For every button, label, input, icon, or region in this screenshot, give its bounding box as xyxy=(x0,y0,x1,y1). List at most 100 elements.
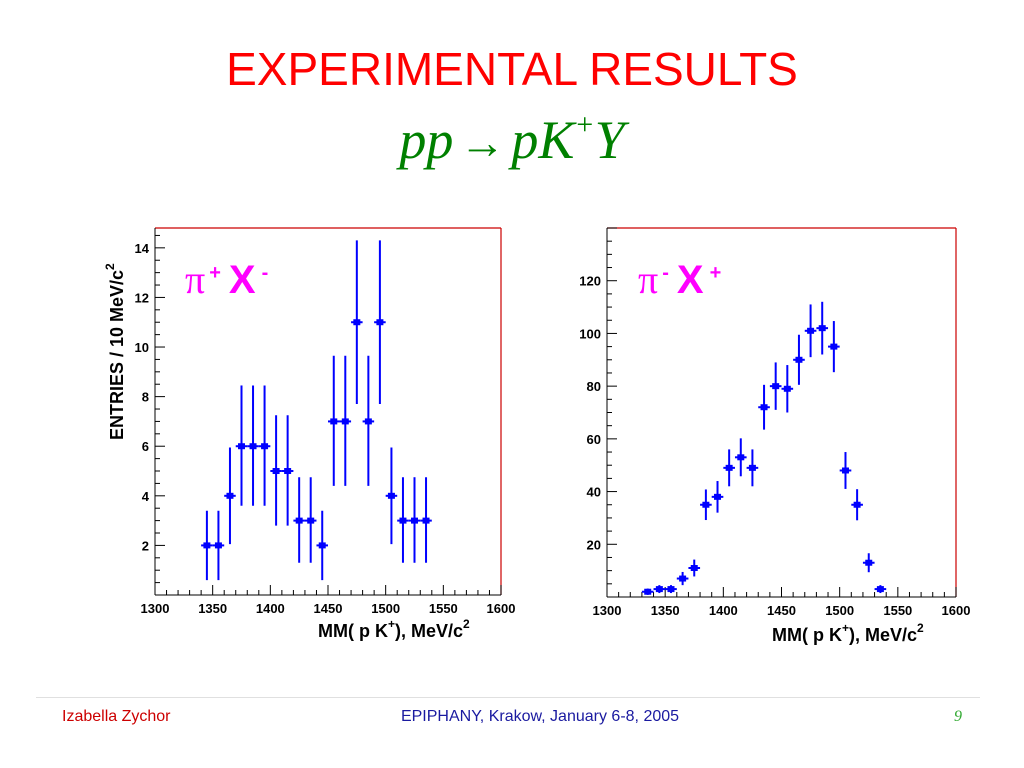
data-point xyxy=(212,510,225,581)
data-point xyxy=(862,553,875,573)
marker xyxy=(284,468,292,475)
marker xyxy=(295,517,303,524)
data-point xyxy=(816,301,829,355)
x-tick-label: 1350 xyxy=(651,603,680,618)
data-point xyxy=(235,385,248,506)
data-point xyxy=(734,438,747,477)
footer-page-number: 9 xyxy=(954,708,962,725)
marker xyxy=(667,586,675,593)
y-axis-title: ENTRIES / 10 MeV/c2 xyxy=(103,263,127,440)
marker xyxy=(307,517,315,524)
marker xyxy=(725,464,733,471)
label-pi: π xyxy=(185,257,205,302)
marker xyxy=(865,559,873,566)
x-tick-label: 1450 xyxy=(314,601,343,616)
marker xyxy=(214,542,222,549)
data-point xyxy=(281,415,294,526)
y-tick-label: 10 xyxy=(135,340,149,355)
marker xyxy=(876,586,884,593)
data-point xyxy=(723,449,735,487)
x-tick-label: 1400 xyxy=(256,601,285,616)
data-point xyxy=(293,477,305,563)
reaction-formula: pp → pK+Y xyxy=(0,108,1024,171)
data-point xyxy=(420,477,432,563)
marker xyxy=(203,542,211,549)
y-tick-label: 100 xyxy=(579,326,601,341)
marker xyxy=(655,586,663,593)
marker xyxy=(376,319,384,326)
data-point xyxy=(397,477,409,563)
x-axis-title-sup2: 2 xyxy=(917,621,924,635)
x-tick-label: 1350 xyxy=(198,601,227,616)
marker xyxy=(748,464,756,471)
data-point xyxy=(641,588,654,595)
label-x: X xyxy=(677,258,704,302)
data-point xyxy=(316,510,328,581)
label-x-sign: + xyxy=(710,262,722,284)
x-axis-title: MM( p K+), MeV/c2 xyxy=(772,621,924,645)
x-tick-label: 1450 xyxy=(767,603,796,618)
y-tick-label: 14 xyxy=(135,241,150,256)
marker xyxy=(353,319,361,326)
data-point xyxy=(270,415,282,526)
marker xyxy=(272,468,280,475)
data-point xyxy=(339,355,352,486)
marker xyxy=(818,325,826,332)
data-point xyxy=(700,489,712,521)
data-point xyxy=(408,477,421,563)
label-x-sign: - xyxy=(262,262,269,284)
x-tick-label: 1600 xyxy=(942,603,971,618)
label-pi-sign: - xyxy=(662,262,669,284)
x-tick-label: 1500 xyxy=(371,601,400,616)
marker xyxy=(807,327,815,334)
marker xyxy=(737,454,745,461)
data-point xyxy=(247,385,259,506)
data-point xyxy=(781,365,794,413)
y-axis-title-sup: 2 xyxy=(103,263,117,270)
x-tick-label: 1600 xyxy=(487,601,516,616)
label-pi-sign: + xyxy=(209,262,221,284)
label-x: X xyxy=(229,258,256,302)
data-point xyxy=(258,385,271,506)
marker xyxy=(249,443,257,450)
y-tick-label: 4 xyxy=(142,489,150,504)
y-tick-label: 2 xyxy=(142,538,149,553)
marker xyxy=(318,542,326,549)
footer-event: EPIPHANY, Krakow, January 6-8, 2005 xyxy=(400,708,680,725)
y-tick-label: 40 xyxy=(587,485,601,500)
data-point xyxy=(746,449,759,487)
marker xyxy=(364,418,372,425)
marker xyxy=(399,517,407,524)
formula-kplus-sign: + xyxy=(574,108,595,141)
data-point xyxy=(304,477,317,563)
marker xyxy=(702,501,710,508)
data-point xyxy=(688,559,701,577)
x-tick-label: 1300 xyxy=(593,603,622,618)
marker xyxy=(238,443,245,450)
data-point xyxy=(676,571,689,586)
x-axis-title-sup2: 2 xyxy=(463,617,470,631)
formula-arrow: → xyxy=(459,117,506,168)
data-point xyxy=(804,304,817,358)
marker xyxy=(783,385,791,392)
data-point xyxy=(874,585,887,594)
y-tick-label: 6 xyxy=(142,439,149,454)
chart-2: 1300 1350 1400 1450 1500 1550 1600 20 40 60 80 100 1… xyxy=(579,227,971,645)
marker xyxy=(760,404,768,411)
x-tick-label: 1550 xyxy=(883,603,912,618)
data-point xyxy=(201,510,213,581)
footer-divider xyxy=(36,697,980,698)
y-axis-title-text: ENTRIES / 10 MeV/c xyxy=(107,270,127,440)
x-axis-title-sup: + xyxy=(842,621,849,635)
marker xyxy=(644,588,652,595)
marker xyxy=(690,565,698,572)
marker xyxy=(772,383,780,390)
data-point xyxy=(351,240,363,405)
marker xyxy=(795,356,803,363)
x-tick-label: 1550 xyxy=(429,601,458,616)
data-point xyxy=(793,334,805,385)
data-point xyxy=(653,585,666,594)
channel-label: π - X + xyxy=(638,257,721,302)
y-tick-label: 80 xyxy=(587,379,601,394)
